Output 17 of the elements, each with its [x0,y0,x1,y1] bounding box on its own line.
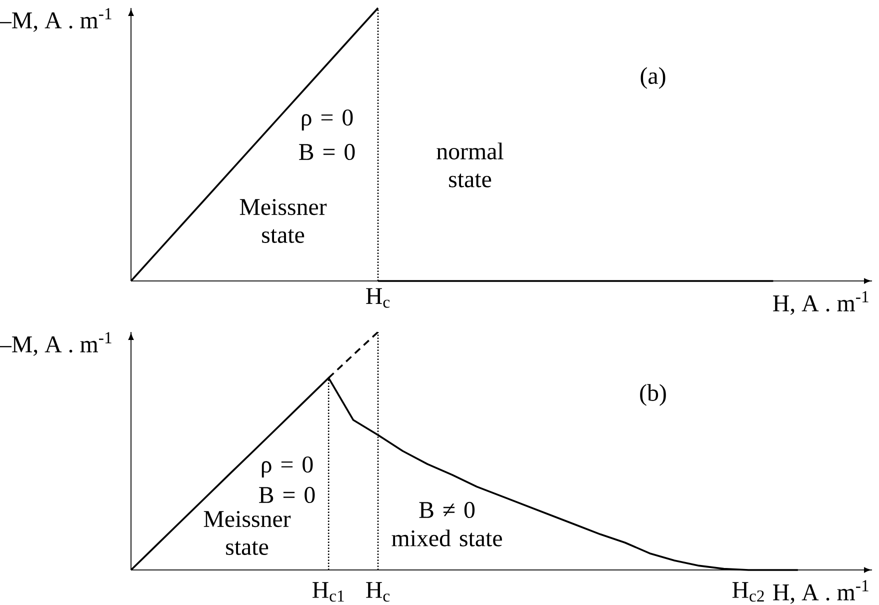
annotation: normal state [436,142,504,188]
annotation: B = 0 [299,144,355,160]
annotation: B = 0 [259,486,315,504]
annotation: (b) [640,384,666,406]
x-tick-label: H$_{c1}$ [312,582,344,602]
annotation: Meissner state [240,199,327,243]
x-axis-title: H, A . m$^{-1}$ [773,291,868,315]
annotation: ρ = 0 [302,109,353,130]
annotation: (a) [640,67,666,89]
x-tick-label: H$_{c2}$ [732,582,764,602]
x-axis-title: H, A . m$^{-1}$ [773,580,868,604]
x-tick-label: H$_{c}$ [366,582,390,602]
annotation: ρ = 0 [262,456,313,478]
annotation: Meissner state [204,511,291,555]
annotation: B ≠ 0 [419,502,475,518]
annotation: mixed state [392,530,502,546]
text: H$_{c}$ [366,288,390,308]
